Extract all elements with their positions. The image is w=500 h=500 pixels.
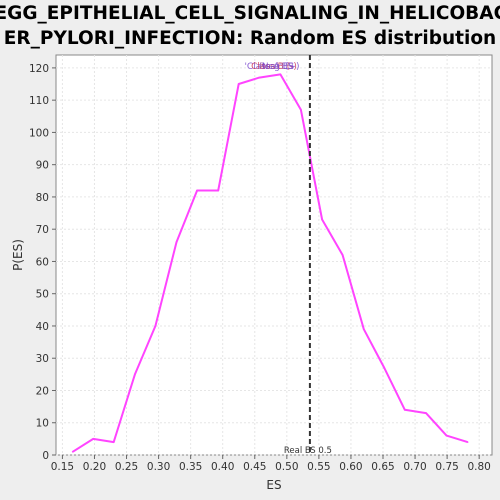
x-tick-label: 0.30 — [147, 461, 170, 473]
x-tick-label: 0.60 — [339, 461, 362, 473]
y-tick-label: 30 — [36, 353, 49, 365]
y-tick-label: 120 — [29, 63, 49, 75]
legend-entry: Class B (-) — [251, 62, 297, 72]
series-point — [71, 450, 74, 453]
series-point — [112, 441, 115, 443]
series-point — [196, 189, 198, 192]
x-axis-label: ES — [266, 478, 281, 492]
series-point — [175, 241, 178, 243]
y-tick-label: 80 — [36, 192, 49, 204]
series-point — [404, 409, 406, 411]
y-tick-label: 40 — [36, 321, 49, 333]
x-tick-label: 0.65 — [371, 461, 394, 473]
series-point — [341, 254, 344, 256]
series-point — [154, 325, 157, 327]
real-es-layer: Real ES 0.5 — [284, 55, 332, 456]
series-point — [258, 76, 261, 79]
y-tick-label: 20 — [36, 385, 49, 397]
series-point — [445, 434, 448, 437]
grid-lines — [56, 55, 492, 456]
x-tick-label: 0.20 — [83, 461, 106, 473]
legend-entry: 'Class A' (+) — [244, 62, 299, 72]
x-tick-label: 0.70 — [403, 461, 426, 473]
legend-entry: Real ES — [259, 62, 293, 72]
y-axis-label: P(ES) — [11, 239, 25, 271]
series-point — [321, 218, 323, 221]
x-tick-label: 0.80 — [467, 461, 490, 473]
series-point — [92, 438, 94, 440]
chart-title-line-2: ER_PYLORI_INFECTION: Random ES distribut… — [4, 28, 496, 49]
series-point — [134, 373, 136, 376]
x-tick-label: 0.15 — [51, 461, 74, 473]
x-tick-label: 0.50 — [275, 461, 298, 473]
x-tick-label: 0.35 — [179, 461, 202, 473]
series-point — [300, 109, 302, 111]
y-tick-label: 110 — [29, 95, 49, 107]
y-tick-label: 50 — [36, 289, 49, 301]
real-es-label: Real ES 0.5 — [284, 446, 332, 456]
x-tick-label: 0.55 — [307, 461, 330, 473]
series-point — [425, 412, 427, 414]
y-tick-label: 70 — [36, 224, 49, 236]
series-point — [237, 83, 240, 85]
x-tick-label: 0.40 — [211, 461, 234, 473]
series-point — [466, 441, 469, 443]
x-axis-ticks: 0.15 0.20 0.25 0.30 0.35 0.40 0.45 0.50 0.55 0.60… — [51, 455, 491, 473]
x-tick-label: 0.45 — [243, 461, 266, 473]
series-point — [279, 73, 282, 76]
y-tick-label: 90 — [36, 160, 49, 172]
y-tick-label: 100 — [29, 127, 49, 139]
series-point — [383, 367, 386, 369]
y-tick-label: 60 — [36, 256, 49, 268]
x-tick-label: 0.75 — [435, 461, 458, 473]
series-point — [362, 328, 365, 330]
y-tick-label: 0 — [42, 450, 49, 462]
series-point — [217, 189, 220, 192]
y-axis-ticks: 0 10 20 30 40 50 60 70 80 90 100 110 120 — [29, 63, 56, 462]
y-tick-label: 10 — [36, 418, 49, 430]
chart-title-line-1: KEGG_EPITHELIAL_CELL_SIGNALING_IN_HELICO… — [0, 3, 500, 24]
x-tick-label: 0.25 — [115, 461, 138, 473]
plot-area — [55, 54, 493, 456]
series-layer — [71, 73, 469, 453]
series-line — [72, 73, 468, 453]
legend-entry: Neg ES — [262, 62, 295, 72]
